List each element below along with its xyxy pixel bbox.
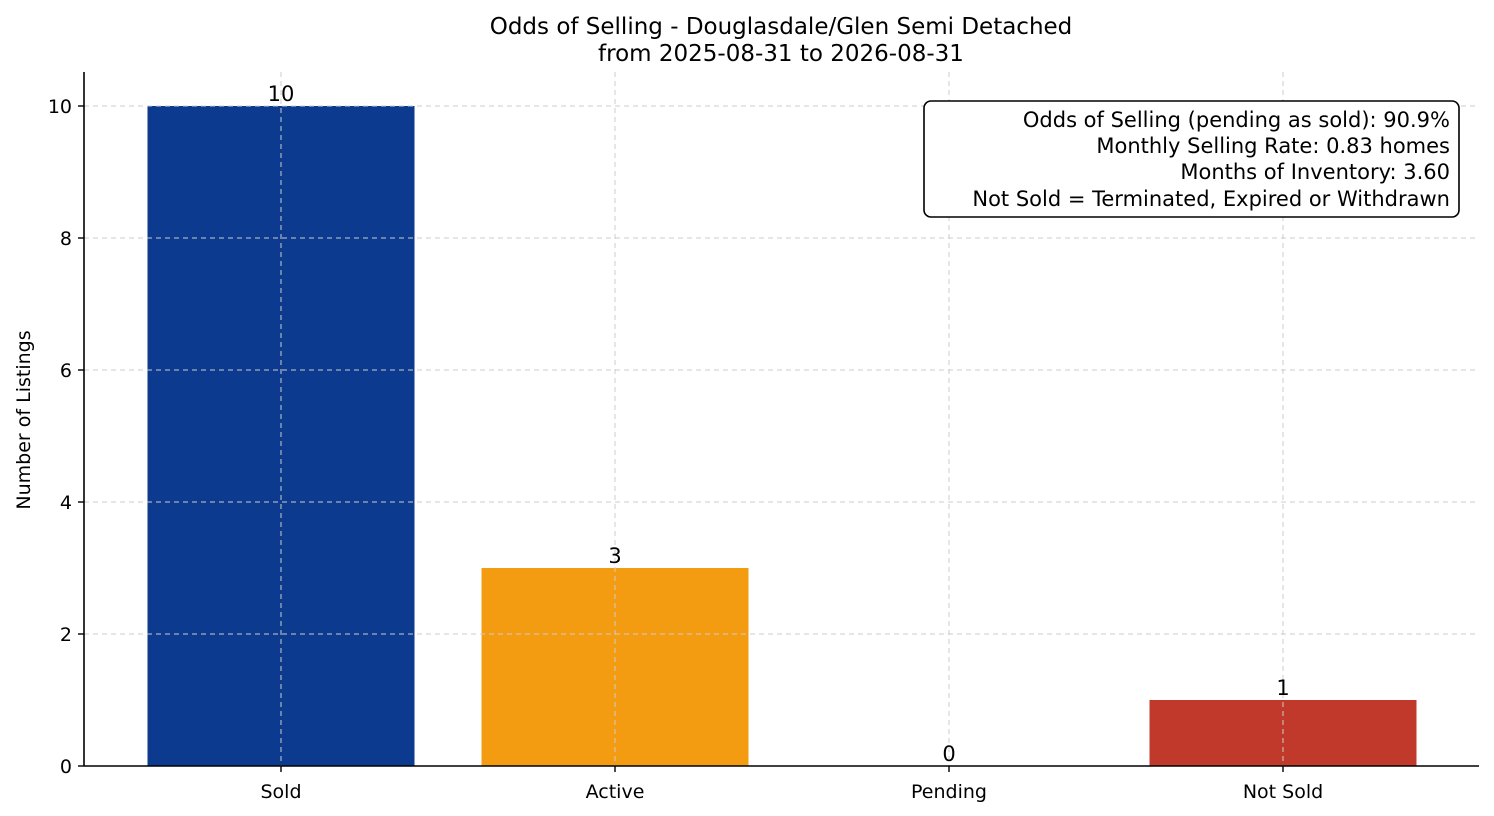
y-axis-label: Number of Listings [13, 330, 35, 509]
bar-label-pending: 0 [942, 742, 955, 766]
x-tick-label-not-sold: Not Sold [1243, 781, 1323, 803]
y-tick-label-6: 6 [60, 360, 72, 382]
info-line-odds: Odds of Selling (pending as sold): 90.9% [1023, 108, 1450, 132]
chart-subtitle: from 2025-08-31 to 2026-08-31 [598, 41, 964, 67]
info-line-not-sold-def: Not Sold = Terminated, Expired or Withdr… [972, 187, 1450, 211]
x-tick-label-active: Active [586, 781, 645, 803]
info-box-frame [923, 100, 1460, 218]
bar-labels: 10 3 0 1 [268, 82, 1290, 766]
x-ticks: Sold Active Pending Not Sold [260, 766, 1323, 803]
y-tick-label-4: 4 [60, 492, 72, 514]
y-ticks: 0 2 4 6 8 10 [48, 96, 84, 778]
bar-label-sold: 10 [268, 82, 295, 106]
info-line-selling-rate: Monthly Selling Rate: 0.83 homes [1096, 134, 1450, 158]
bar-label-active: 3 [608, 544, 621, 568]
y-tick-label-10: 10 [48, 96, 72, 118]
chart-title: Odds of Selling - Douglasdale/Glen Semi … [490, 14, 1073, 40]
y-tick-label-8: 8 [60, 228, 72, 250]
x-tick-label-pending: Pending [911, 781, 987, 803]
info-line-inventory: Months of Inventory: 3.60 [1180, 160, 1450, 184]
info-box: Odds of Selling (pending as sold): 90.9%… [923, 100, 1460, 218]
grid-lines [84, 72, 1479, 766]
x-tick-label-sold: Sold [260, 781, 301, 803]
bar-label-not-sold: 1 [1276, 676, 1289, 700]
y-tick-label-2: 2 [60, 624, 72, 646]
y-tick-label-0: 0 [60, 756, 72, 778]
